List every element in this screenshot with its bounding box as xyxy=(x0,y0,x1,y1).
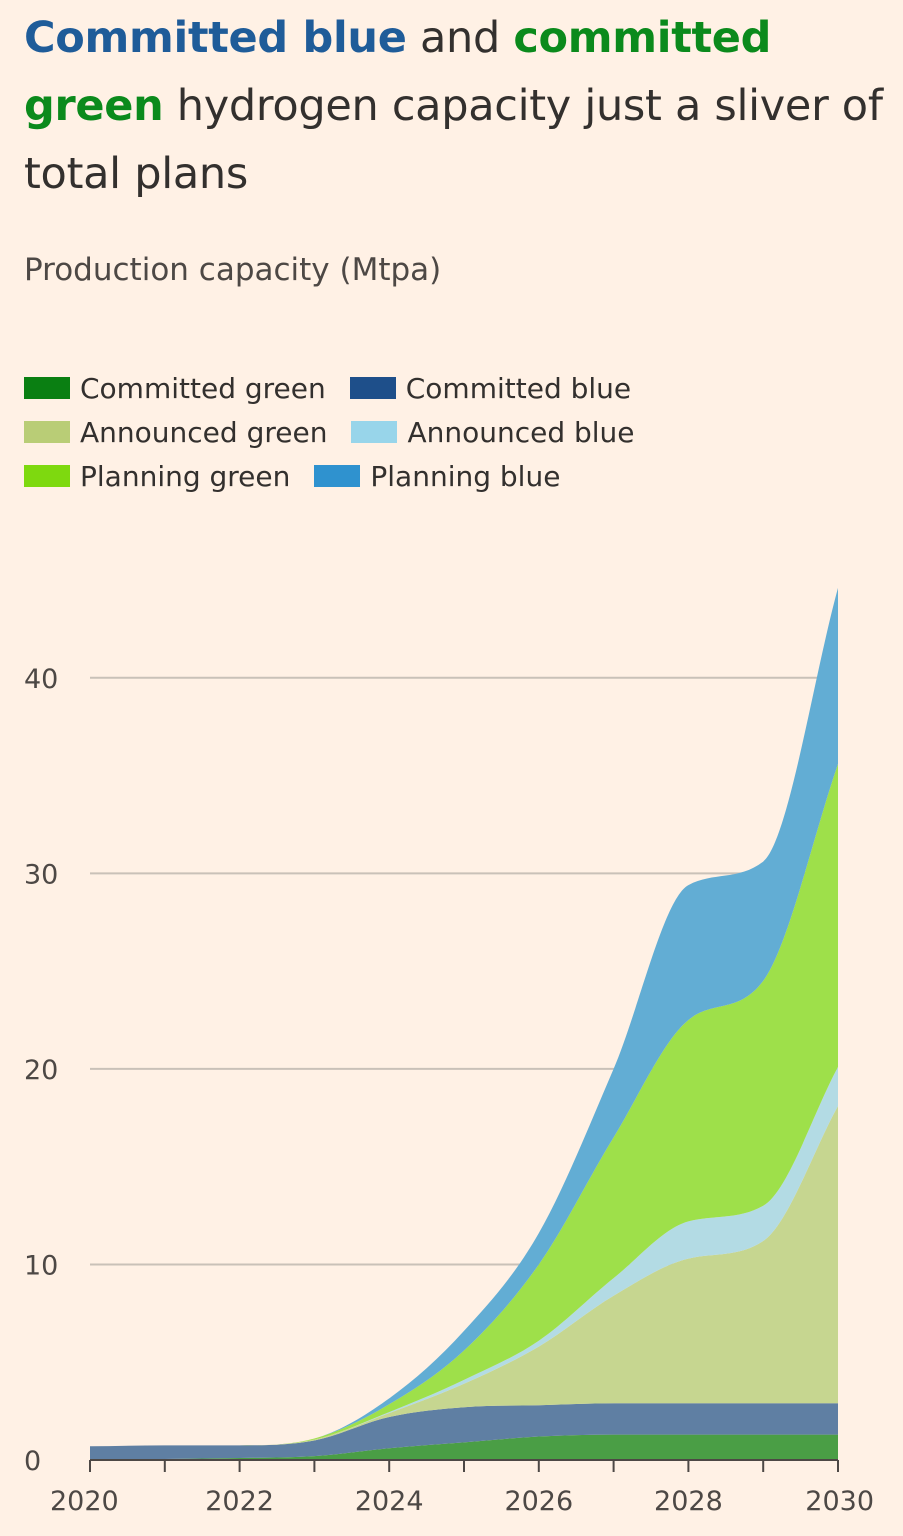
legend-item-announced-blue: Announced blue xyxy=(351,415,635,449)
legend-row: Committed green Committed blue xyxy=(24,366,884,410)
legend-item-committed-green: Committed green xyxy=(24,372,326,405)
title-committed-blue: Committed blue xyxy=(24,13,407,63)
legend-swatch-planning-blue xyxy=(314,465,361,487)
x-tick-label: 2022 xyxy=(205,1486,274,1517)
area-announced-blue xyxy=(90,1066,838,1447)
x-tick-label: 2020 xyxy=(50,1486,119,1517)
area-planning-blue xyxy=(90,587,838,1447)
x-tick-label: 2028 xyxy=(654,1486,723,1517)
legend-label: Announced blue xyxy=(407,415,635,449)
legend-label: Committed blue xyxy=(405,371,632,405)
legend-swatch-announced-green xyxy=(24,421,70,443)
legend-swatch-planning-green xyxy=(24,465,70,487)
x-tick-label: 2026 xyxy=(504,1486,573,1517)
legend-row: Planning green Planning blue xyxy=(24,454,884,498)
title-committed-green: committed green xyxy=(24,13,772,131)
y-tick-label: 20 xyxy=(24,1055,58,1086)
legend-label: Planning green xyxy=(80,459,291,493)
area-committed-green xyxy=(90,1434,838,1460)
x-tick-label: 2024 xyxy=(355,1486,424,1517)
legend-swatch-announced-blue xyxy=(351,421,398,443)
legend-swatch-committed-blue xyxy=(349,377,396,399)
legend-item-planning-green: Planning green xyxy=(24,460,290,493)
legend-label: Announced green xyxy=(80,415,328,449)
chart-title: Committed blue and committed green hydro… xyxy=(24,4,884,208)
y-tick-label: 10 xyxy=(24,1250,58,1281)
legend-swatch-committed-green xyxy=(24,377,70,399)
area-planning-green xyxy=(90,763,838,1447)
title-and: and xyxy=(406,13,514,63)
area-committed-blue xyxy=(90,1403,838,1460)
legend-label: Planning blue xyxy=(370,459,561,493)
y-tick-label: 30 xyxy=(24,859,58,890)
chart-subtitle: Production capacity (Mtpa) xyxy=(24,252,442,288)
legend-item-announced-green: Announced green xyxy=(24,416,327,449)
legend-item-committed-blue: Committed blue xyxy=(349,371,632,405)
title-rest: hydrogen capacity just a sliver of total… xyxy=(24,81,883,199)
x-tick-label: 2030 xyxy=(805,1486,874,1517)
y-tick-label: 0 xyxy=(24,1446,41,1477)
y-tick-label: 40 xyxy=(24,664,58,695)
legend-label: Committed green xyxy=(80,371,326,405)
legend-row: Announced green Announced blue xyxy=(24,410,884,454)
area-announced-green xyxy=(90,1106,838,1447)
legend: Committed green Committed blue Announced… xyxy=(24,366,884,498)
legend-item-planning-blue: Planning blue xyxy=(314,460,560,493)
